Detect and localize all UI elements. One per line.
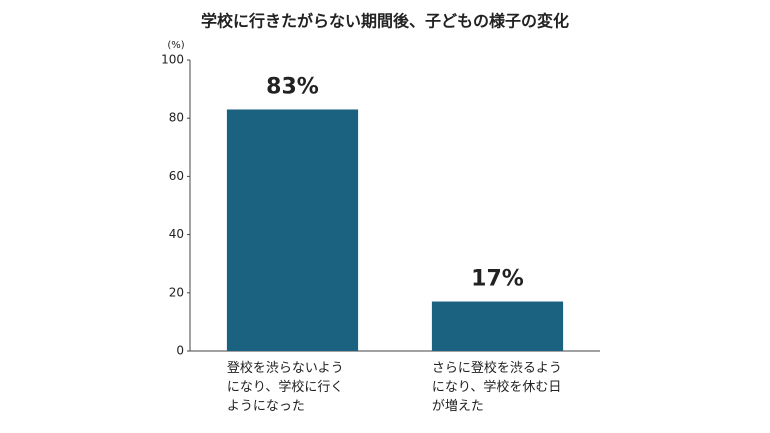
y-tick-label: 80: [169, 111, 184, 125]
y-tick-label: 100: [161, 53, 184, 67]
x-tick-label: 登校を渋らないよう になり、学校に行く ようになった: [226, 361, 344, 414]
bar: [431, 301, 564, 351]
value-label: 83%: [266, 74, 319, 99]
y-tick-label: 60: [169, 169, 184, 183]
bar: [226, 109, 359, 351]
y-unit: (%): [167, 40, 184, 51]
x-tick-label: さらに登校を渋るよう になり、学校を休む日 が増えた: [431, 361, 562, 414]
y-tick-label: 20: [169, 285, 184, 299]
y-tick-label: 40: [169, 227, 184, 241]
value-label: 17%: [471, 267, 524, 292]
y-tick-label: 0: [176, 344, 184, 358]
chart-title: 学校に行きたがらない期間後、子どもの様子の変化: [201, 12, 569, 31]
